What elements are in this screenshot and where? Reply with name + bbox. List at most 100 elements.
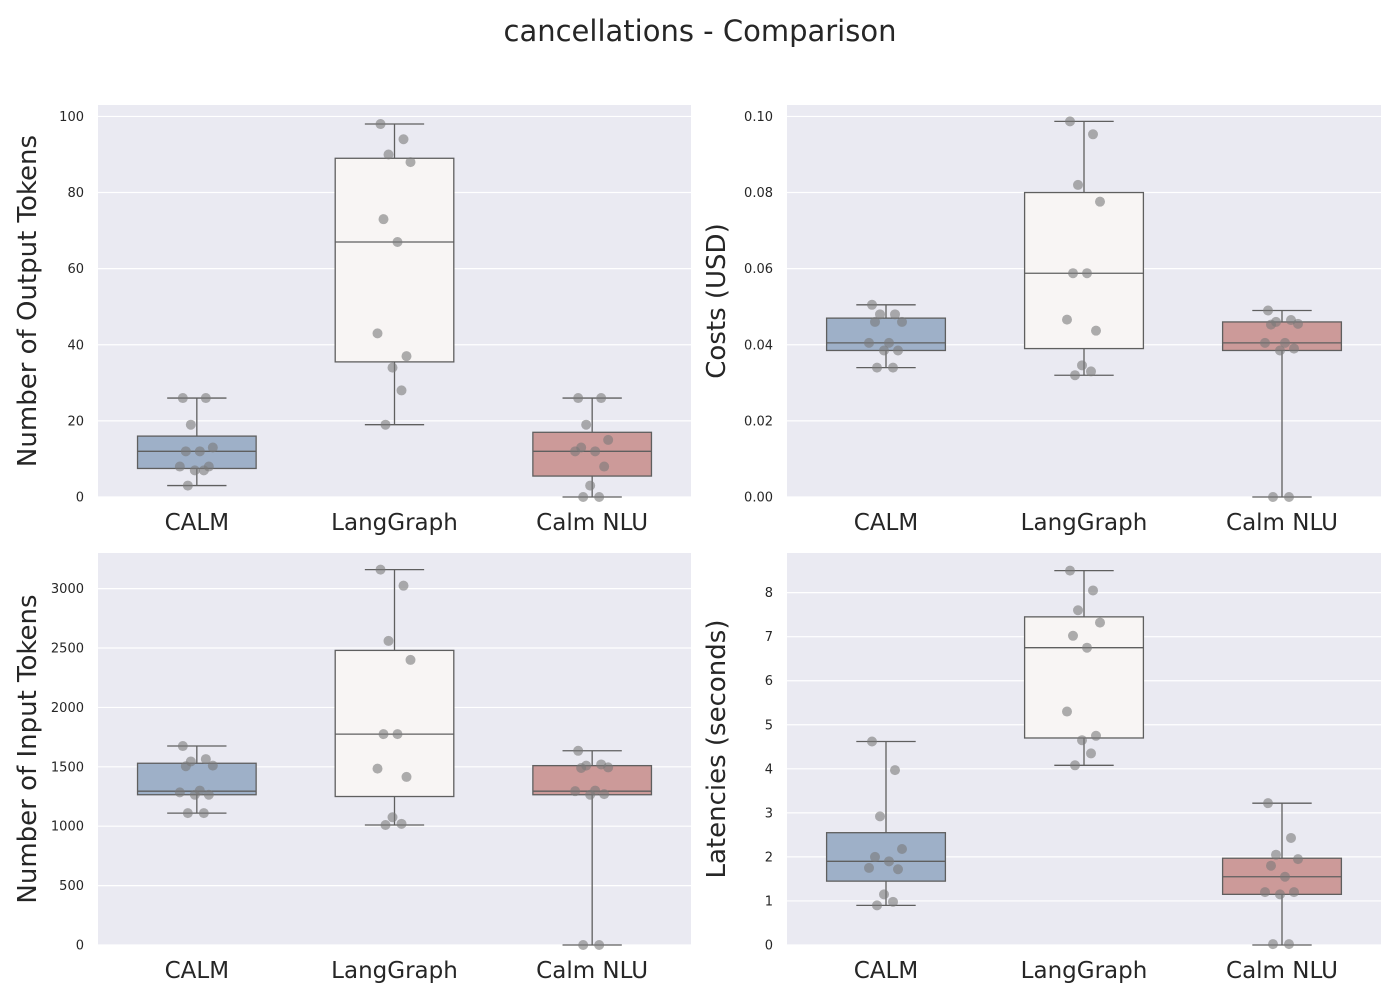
data-point [1062,314,1072,325]
data-point [378,729,389,740]
y-tick-label: 500 [59,879,84,894]
data-point [1293,854,1303,865]
data-point [1280,871,1290,882]
data-point [372,328,383,339]
data-point [189,789,200,800]
data-point [599,461,610,472]
data-point [1070,760,1080,771]
data-point [1086,748,1096,759]
data-point [180,761,191,772]
subplot-3: 0 500 1000 1500 2000 2500 3000 Number of Input … [13,553,691,984]
data-point [594,492,605,502]
box-iqr [1023,616,1145,739]
data-point [590,446,601,457]
x-tick-label: CALM [854,958,918,984]
y-tick-label: 0.10 [744,110,773,125]
data-point [182,480,193,491]
y-tick-label: 60 [67,262,84,277]
data-point [1263,798,1273,809]
data-point [180,446,191,457]
y-tick-label: 2 [765,850,773,865]
data-point [378,214,389,225]
data-point [875,811,885,822]
data-point [194,446,205,457]
data-point [398,580,409,591]
y-tick-label: 3000 [51,582,84,597]
data-point [1070,370,1080,381]
data-point [578,492,589,502]
data-point [1068,630,1078,641]
data-point [1289,887,1299,898]
y-tick-label: 0.04 [744,338,773,353]
data-point [884,337,894,348]
data-point [401,771,412,782]
data-point [203,789,214,800]
data-point [897,843,907,854]
box-iqr [825,832,947,882]
y-axis-label: Latencies (seconds) [702,620,732,879]
y-axis-label: Number of Output Tokens [13,135,43,467]
data-point [189,465,200,476]
box-iqr [334,157,455,363]
data-point [1088,129,1098,140]
data-point [1065,116,1075,127]
data-point [405,157,416,168]
data-point [185,419,196,430]
data-point [383,635,394,646]
subplot-1: 0 20 40 60 80 100 Number of Output Tokens CALM L… [13,105,691,536]
data-point [1275,889,1285,900]
data-point [200,393,211,404]
x-tick-label: LangGraph [1021,958,1148,984]
data-point [1266,860,1276,871]
data-point [1086,366,1096,377]
data-point [1284,939,1294,950]
data-point [198,465,209,476]
data-point [380,419,391,430]
data-point [387,812,398,823]
data-point [200,754,211,765]
data-point [375,119,386,130]
data-point [1068,268,1078,279]
data-point [867,736,877,747]
x-tick-label: Calm NLU [1226,958,1338,984]
data-point [879,889,889,900]
data-point [872,362,882,373]
data-point [888,362,898,373]
data-point [570,446,581,457]
data-point [1095,617,1105,628]
y-tick-label: 1 [765,894,773,909]
data-point [867,299,877,310]
data-point [596,393,607,404]
data-point [872,900,882,911]
y-tick-label: 3 [765,806,773,821]
data-point [375,564,386,575]
data-point [1260,337,1270,348]
data-point [578,940,589,950]
data-point [396,385,407,396]
x-tick-label: LangGraph [331,958,458,984]
data-point [207,760,218,771]
y-tick-label: 7 [765,630,773,645]
data-point [890,309,900,320]
y-tick-label: 100 [59,110,84,125]
y-tick-label: 0.02 [744,414,773,429]
data-point [198,808,209,819]
data-point [387,362,398,373]
data-point [1268,939,1278,950]
data-point [1286,832,1296,843]
data-point [383,149,394,160]
data-point [174,461,185,472]
data-point [888,896,898,907]
data-point [893,864,903,875]
data-point [1268,492,1278,502]
data-point [401,351,412,362]
y-axis-label: Costs (USD) [702,223,732,378]
data-point [1260,887,1270,898]
data-point [207,442,218,453]
data-point [1091,730,1101,741]
y-tick-label: 0 [765,939,773,954]
y-tick-label: 0 [76,939,84,954]
y-tick-label: 1000 [51,820,84,835]
data-point [1275,345,1285,356]
y-tick-label: 40 [67,338,84,353]
